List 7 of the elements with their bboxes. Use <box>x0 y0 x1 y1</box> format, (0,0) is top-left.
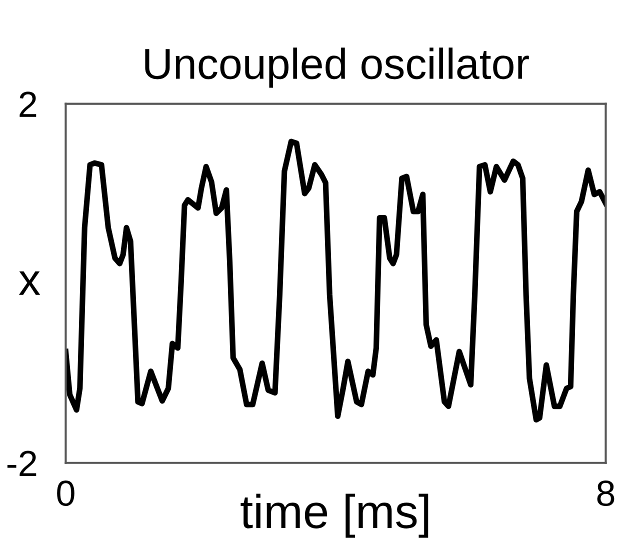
y-axis-title: x <box>18 271 40 295</box>
x-tick-label: 8 <box>597 480 614 506</box>
chart-title: Uncoupled oscillator <box>145 48 529 88</box>
y-tick-label: 2 <box>20 92 36 117</box>
x-tick-label: 0 <box>57 480 74 506</box>
x-axis-title: time [ms] <box>240 494 428 538</box>
y-tick-label: -2 <box>7 450 36 476</box>
